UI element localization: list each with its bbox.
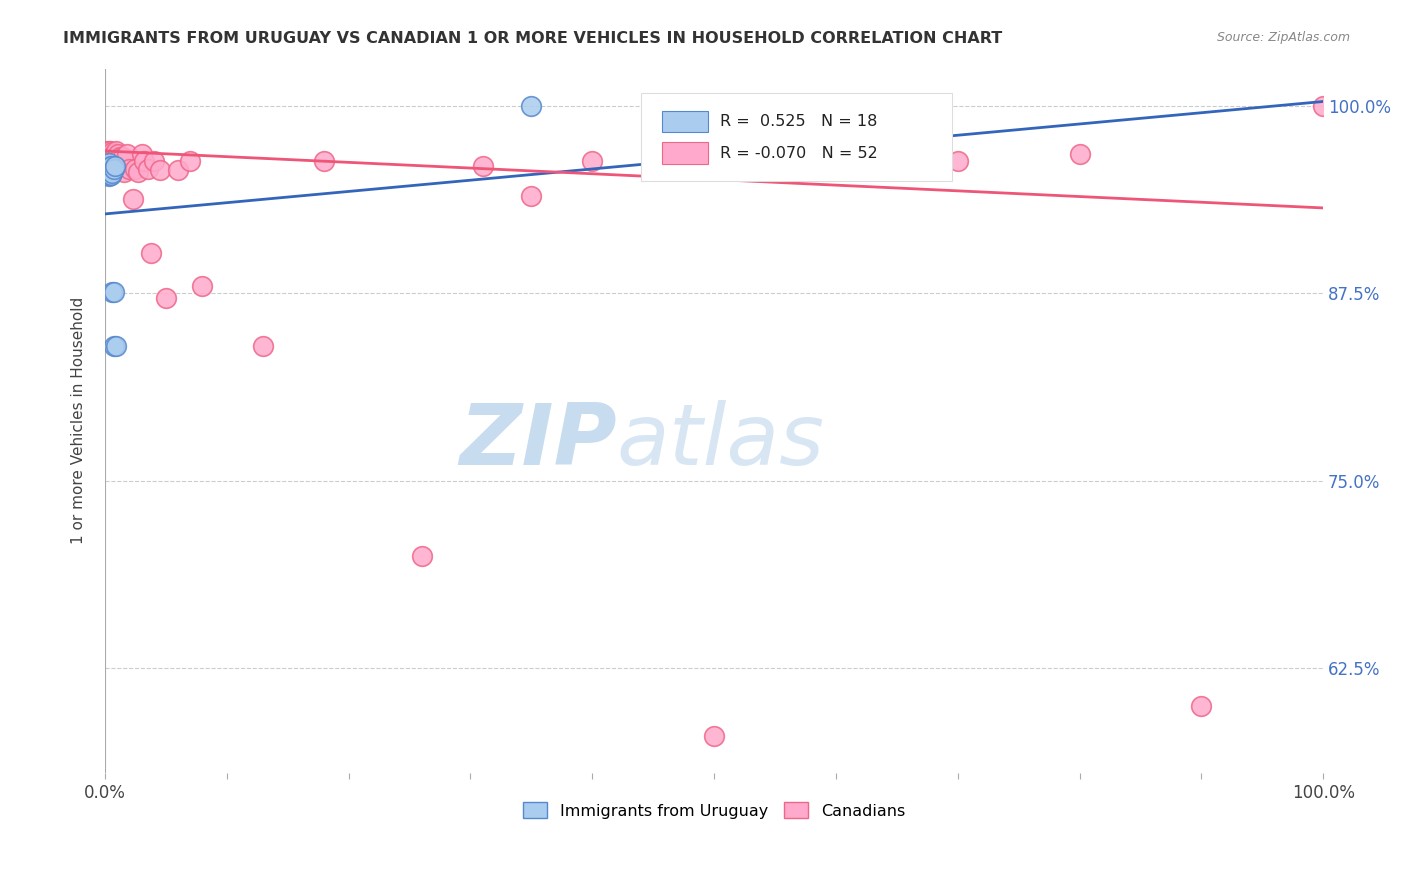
Point [98,168,121,182]
Text: R =  0.525   N = 18: R = 0.525 N = 18 [720,114,877,128]
Point [131,147,153,161]
Point [103,147,125,161]
Point [1189,698,1212,713]
Point [149,163,172,178]
Point [155,291,177,305]
Point [167,163,190,178]
Point [520,99,543,113]
Point [103,156,125,170]
Point [100,156,122,170]
Point [104,152,127,166]
Point [96,144,118,158]
FancyBboxPatch shape [662,143,709,163]
Point [98,152,121,166]
Point [122,192,145,206]
Y-axis label: 1 or more Vehicles in Household: 1 or more Vehicles in Household [72,297,86,544]
Point [179,154,201,169]
Text: IMMIGRANTS FROM URUGUAY VS CANADIAN 1 OR MORE VEHICLES IN HOUSEHOLD CORRELATION : IMMIGRANTS FROM URUGUAY VS CANADIAN 1 OR… [63,31,1002,46]
Point [104,144,127,158]
Point [118,161,141,176]
Point [96,161,118,176]
Point [124,161,146,176]
Point [107,156,129,170]
Point [1312,99,1334,113]
Text: R = -0.070   N = 52: R = -0.070 N = 52 [720,145,877,161]
Point [97,169,120,184]
Point [104,159,127,173]
Point [108,150,131,164]
Text: atlas: atlas [617,401,824,483]
Point [97,156,120,170]
Point [101,153,124,167]
Point [100,168,122,182]
Point [101,166,124,180]
Point [101,145,124,160]
Point [101,285,124,299]
Point [520,189,543,203]
Point [103,285,125,299]
Point [114,165,136,179]
Point [107,147,129,161]
Point [97,163,120,178]
Legend: Immigrants from Uruguay, Canadians: Immigrants from Uruguay, Canadians [516,796,911,825]
Point [141,246,163,260]
Point [763,154,786,169]
Point [96,159,118,173]
FancyBboxPatch shape [641,93,952,181]
Text: ZIP: ZIP [458,401,617,483]
Point [105,150,128,164]
Point [103,161,125,176]
Point [98,144,121,158]
Point [97,152,120,166]
Point [252,339,274,353]
Point [97,144,120,158]
Point [1069,147,1091,161]
Point [946,154,969,169]
Point [191,278,214,293]
Point [825,147,848,161]
Point [703,729,725,743]
Point [104,154,127,169]
Point [112,150,135,164]
Point [132,154,155,169]
Point [103,339,125,353]
Point [100,147,122,161]
FancyBboxPatch shape [662,111,709,132]
Point [142,154,165,169]
Point [96,152,118,166]
Point [104,147,127,161]
Point [104,339,127,353]
Point [105,159,128,173]
Point [581,154,603,169]
Text: Source: ZipAtlas.com: Source: ZipAtlas.com [1216,31,1350,45]
Point [115,147,138,161]
Point [100,159,122,173]
Point [98,161,121,175]
Point [96,166,118,180]
Point [127,165,149,179]
Point [411,549,433,563]
Point [314,154,336,169]
Point [471,159,494,173]
Point [136,161,159,176]
Point [110,159,132,173]
